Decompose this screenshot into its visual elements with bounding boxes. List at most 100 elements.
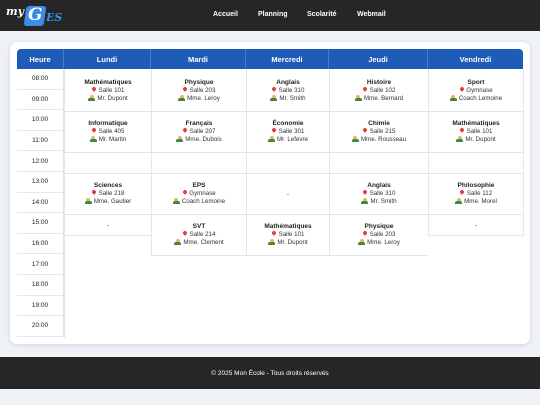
course-room-row: Salle 215 — [363, 128, 396, 136]
course-block[interactable]: Économie Salle 301 Mr. Lefevre — [247, 112, 329, 152]
grid-divider — [523, 69, 524, 236]
course-teacher: Coach Lemoine — [181, 198, 226, 205]
course-block[interactable]: Mathématiques Salle 101 Mr. Dupont — [247, 215, 329, 255]
course-room-row: Salle 310 — [272, 87, 305, 95]
header-day-vendredi: Vendredi — [428, 49, 523, 69]
course-teacher: Mme. Leroy — [187, 94, 220, 102]
teacher-icon — [88, 94, 96, 101]
teacher-icon — [172, 198, 180, 204]
course-teacher: Mme. Leroy — [367, 239, 400, 246]
teacher-icon — [354, 94, 362, 101]
course-block[interactable]: Chimie Salle 215 Mme. Rousseau — [330, 112, 428, 152]
course-room: Salle 310 — [278, 86, 305, 94]
course-teacher-row: Coach Lemoine — [172, 198, 226, 206]
course-teacher: Mr. Dupont — [465, 136, 496, 143]
location-pin-icon — [183, 231, 188, 237]
course-subject: Mathématiques — [264, 223, 312, 230]
course-subject: Physique — [184, 78, 214, 86]
course-room-row: Salle 101 — [460, 128, 493, 136]
course-block[interactable]: Mathématiques Salle 101 Mr. Dupont — [429, 112, 523, 152]
grid-divider — [64, 235, 151, 236]
course-teacher: Mr. Dupont — [277, 239, 308, 246]
course-room: Gymnase — [466, 86, 493, 94]
location-pin-icon — [460, 190, 465, 196]
course-subject: Mathématiques — [84, 78, 132, 86]
grid-divider — [246, 69, 247, 256]
nav-link-webmail[interactable]: Webmail — [357, 11, 386, 18]
course-teacher-row: Mme. Leroy — [178, 94, 220, 103]
course-block[interactable]: Anglais Salle 310 Mr. Smith — [247, 70, 329, 111]
grid-divider — [64, 69, 65, 338]
teacher-icon — [270, 94, 278, 101]
course-block[interactable]: SVT Salle 214 Mme. Clement — [152, 215, 246, 255]
course-block[interactable]: Sciences Salle 218 Mme. Gautier — [65, 174, 151, 214]
course-room-row: Salle 112 — [460, 190, 492, 198]
teacher-icon — [89, 136, 97, 142]
course-room-row: Salle 214 — [183, 231, 216, 239]
course-teacher: Mr. Lefevre — [277, 136, 308, 143]
course-room-row: Salle 203 — [183, 87, 216, 95]
teacher-icon — [174, 239, 182, 245]
time-slot-label: 09:00 — [17, 89, 64, 111]
course-room: Salle 112 — [466, 190, 493, 197]
course-room: Salle 207 — [189, 128, 216, 135]
nav-link-accueil[interactable]: Accueil — [213, 11, 238, 18]
course-room: Salle 101 — [98, 86, 125, 94]
course-room-row: Gymnase — [182, 190, 215, 198]
course-room-row: Salle 207 — [183, 128, 216, 136]
course-block[interactable]: Philosophie Salle 112 Mme. Morel — [429, 174, 523, 214]
empty-slot[interactable]: - — [247, 174, 329, 214]
grid-divider — [64, 173, 523, 174]
location-pin-icon — [92, 190, 97, 196]
course-room: Salle 102 — [369, 86, 396, 94]
grid-divider — [151, 69, 152, 256]
location-pin-icon — [363, 128, 368, 134]
course-block[interactable]: Français Salle 207 Mme. Dubois — [152, 112, 246, 152]
course-teacher-row: Mr. Dupont — [268, 239, 308, 247]
location-pin-icon — [460, 128, 465, 134]
course-block[interactable]: Mathématiques Salle 101 Mr. Dupont — [65, 70, 151, 111]
course-room-row: Salle 310 — [363, 190, 396, 198]
location-pin-icon — [272, 87, 277, 93]
teacher-icon — [449, 94, 457, 101]
nav-link-scolarite[interactable]: Scolarité — [307, 11, 337, 18]
course-subject: Informatique — [88, 120, 128, 127]
course-room-row: Salle 101 — [92, 87, 125, 95]
course-room: Salle 215 — [369, 128, 396, 135]
course-teacher-row: Coach Lemoine — [449, 94, 503, 103]
header-day-lundi: Lundi — [64, 49, 151, 69]
course-block[interactable]: Anglais Salle 310 Mr. Smith — [330, 174, 428, 214]
course-block[interactable]: EPS Gymnase Coach Lemoine — [152, 174, 246, 214]
teacher-icon — [268, 136, 276, 142]
course-teacher-row: Mr. Dupont — [88, 94, 128, 103]
course-block[interactable]: Physique Salle 203 Mme. Leroy — [330, 215, 428, 255]
nav-link-planning[interactable]: Planning — [258, 11, 288, 18]
course-teacher: Coach Lemoine — [458, 94, 503, 102]
course-teacher-row: Mme. Rousseau — [351, 136, 406, 144]
time-slot-label: 11:00 — [17, 130, 64, 152]
course-teacher: Mr. Martin — [98, 136, 127, 143]
header-day-jeudi: Jeudi — [329, 49, 428, 69]
course-subject: Mathématiques — [452, 120, 500, 127]
course-room: Salle 203 — [189, 86, 216, 94]
course-block[interactable]: Sport Gymnase Coach Lemoine — [429, 70, 523, 111]
course-block[interactable]: Physique Salle 203 Mme. Leroy — [152, 70, 246, 111]
empty-slot[interactable]: - — [429, 215, 523, 235]
logo-my-text: my — [6, 5, 25, 18]
course-room-row: Salle 405 — [92, 128, 125, 136]
course-room: Salle 203 — [369, 231, 396, 238]
course-teacher: Mme. Dubois — [185, 136, 222, 143]
time-slot-label: 18:00 — [17, 275, 64, 296]
course-teacher-row: Mme. Bernard — [354, 94, 403, 103]
time-slot-label: 19:00 — [17, 295, 64, 317]
course-block[interactable]: Histoire Salle 102 Mme. Bernard — [330, 70, 428, 111]
location-pin-icon — [92, 128, 97, 134]
course-teacher: Mme. Clement — [183, 239, 224, 246]
course-block[interactable]: Informatique Salle 405 Mr. Martin — [65, 112, 151, 152]
course-subject: Physique — [364, 223, 394, 230]
time-slot-label: 14:00 — [17, 192, 64, 214]
course-subject: Philosophie — [457, 182, 495, 189]
teacher-icon — [178, 94, 186, 101]
empty-slot[interactable]: - — [65, 215, 151, 235]
course-room: Salle 101 — [466, 128, 493, 135]
